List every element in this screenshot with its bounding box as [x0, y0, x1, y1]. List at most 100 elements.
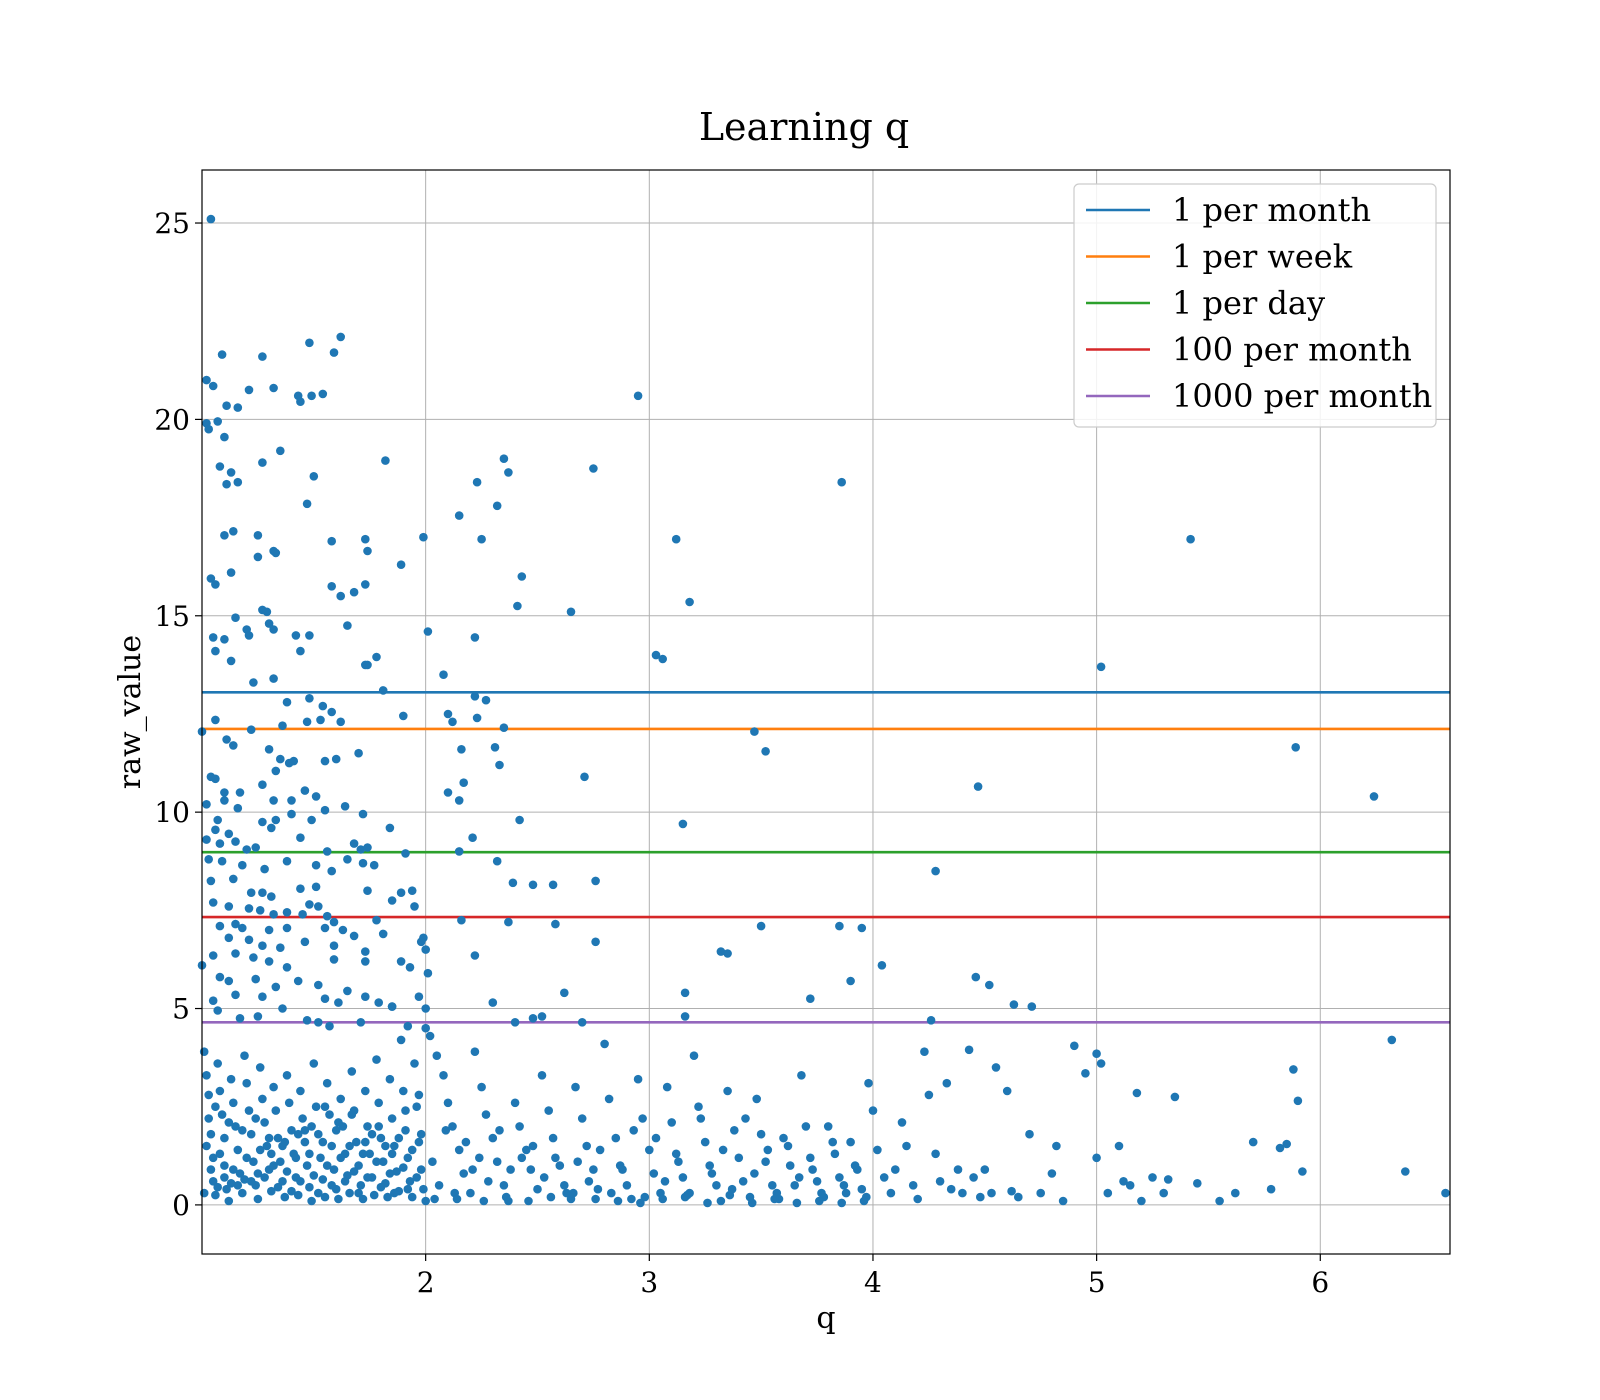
data-point [470, 633, 480, 642]
data-point [302, 1161, 312, 1170]
data-point [220, 788, 229, 797]
data-point [942, 1078, 952, 1088]
data-point [343, 855, 352, 864]
data-point [307, 815, 316, 825]
data-point [338, 925, 348, 935]
data-point [258, 458, 267, 467]
data-point [211, 1102, 220, 1111]
data-point [868, 1106, 878, 1115]
data-point [363, 660, 372, 670]
data-point [340, 1177, 350, 1186]
data-point [390, 1141, 399, 1151]
data-point [1137, 1196, 1146, 1206]
data-point [231, 613, 240, 622]
data-point [318, 1137, 328, 1147]
data-point [271, 815, 281, 825]
data-point [479, 1196, 489, 1206]
data-point [835, 921, 844, 931]
data-point [920, 1047, 929, 1056]
data-point [340, 802, 350, 811]
data-point [459, 1169, 469, 1178]
data-point [1081, 1069, 1090, 1078]
data-point [571, 1082, 580, 1092]
data-point [215, 1149, 225, 1159]
data-point [1441, 1188, 1450, 1198]
data-point [403, 1153, 413, 1163]
data-point [1291, 743, 1300, 752]
data-point [374, 998, 384, 1007]
data-point [213, 1006, 222, 1015]
legend: 1 per month 1 per week 1 per day 100 per mo… [1073, 183, 1437, 428]
data-point [378, 686, 388, 695]
data-point [926, 1016, 936, 1025]
data-point [278, 1004, 287, 1013]
data-point [1092, 1153, 1101, 1163]
data-point [220, 432, 229, 442]
data-point [806, 994, 815, 1003]
data-point [544, 1106, 553, 1115]
data-point [345, 1188, 354, 1198]
data-point [712, 1181, 721, 1190]
data-point [1119, 1177, 1128, 1186]
data-point [696, 1114, 706, 1123]
data-point [229, 1165, 238, 1174]
data-point [222, 479, 231, 489]
data-point [468, 1165, 477, 1174]
data-point [835, 1173, 844, 1182]
data-point [770, 1194, 779, 1204]
data-point [347, 1110, 357, 1119]
data-point [206, 876, 216, 886]
data-point [488, 1133, 498, 1143]
data-point [1103, 1188, 1113, 1198]
data-point [470, 951, 480, 960]
data-point [369, 860, 379, 870]
data-point [622, 1181, 632, 1190]
data-point [1096, 662, 1106, 672]
data-point [262, 1141, 272, 1151]
data-point [577, 1018, 587, 1027]
data-point [694, 1102, 703, 1111]
data-point [222, 1184, 231, 1194]
data-point [651, 650, 661, 660]
data-point [244, 1106, 254, 1115]
data-point [358, 1149, 368, 1159]
data-point [405, 963, 415, 972]
data-point [305, 900, 314, 909]
data-point [327, 1141, 337, 1151]
data-point [504, 468, 513, 477]
data-point [797, 1071, 806, 1080]
data-point [459, 778, 469, 787]
data-point [334, 1194, 343, 1204]
data-point [466, 1188, 475, 1198]
data-point [316, 715, 325, 725]
data-point [206, 214, 216, 224]
data-point [381, 456, 390, 465]
data-point [1193, 1179, 1202, 1188]
data-point [278, 721, 287, 730]
data-point [792, 1198, 802, 1208]
data-point [671, 534, 681, 544]
data-point [1266, 1184, 1276, 1194]
data-point [349, 587, 359, 597]
data-point [785, 1161, 795, 1170]
data-point [1014, 1192, 1023, 1202]
data-point [1163, 1175, 1173, 1184]
data-point [522, 1145, 531, 1155]
data-point [1387, 1035, 1397, 1045]
data-point [305, 1149, 314, 1159]
data-point [566, 607, 576, 617]
data-point [808, 1165, 817, 1174]
data-point [318, 1175, 328, 1184]
data-point [296, 1177, 305, 1186]
data-point [443, 1098, 453, 1108]
data-point [756, 1129, 766, 1139]
data-point [481, 1110, 491, 1119]
data-point [973, 782, 983, 791]
data-point [591, 1194, 600, 1204]
data-point [1215, 1196, 1224, 1206]
data-point [220, 796, 229, 805]
data-point [217, 856, 227, 866]
data-point [372, 1157, 381, 1166]
data-point [857, 1184, 867, 1194]
data-point [499, 1181, 509, 1190]
